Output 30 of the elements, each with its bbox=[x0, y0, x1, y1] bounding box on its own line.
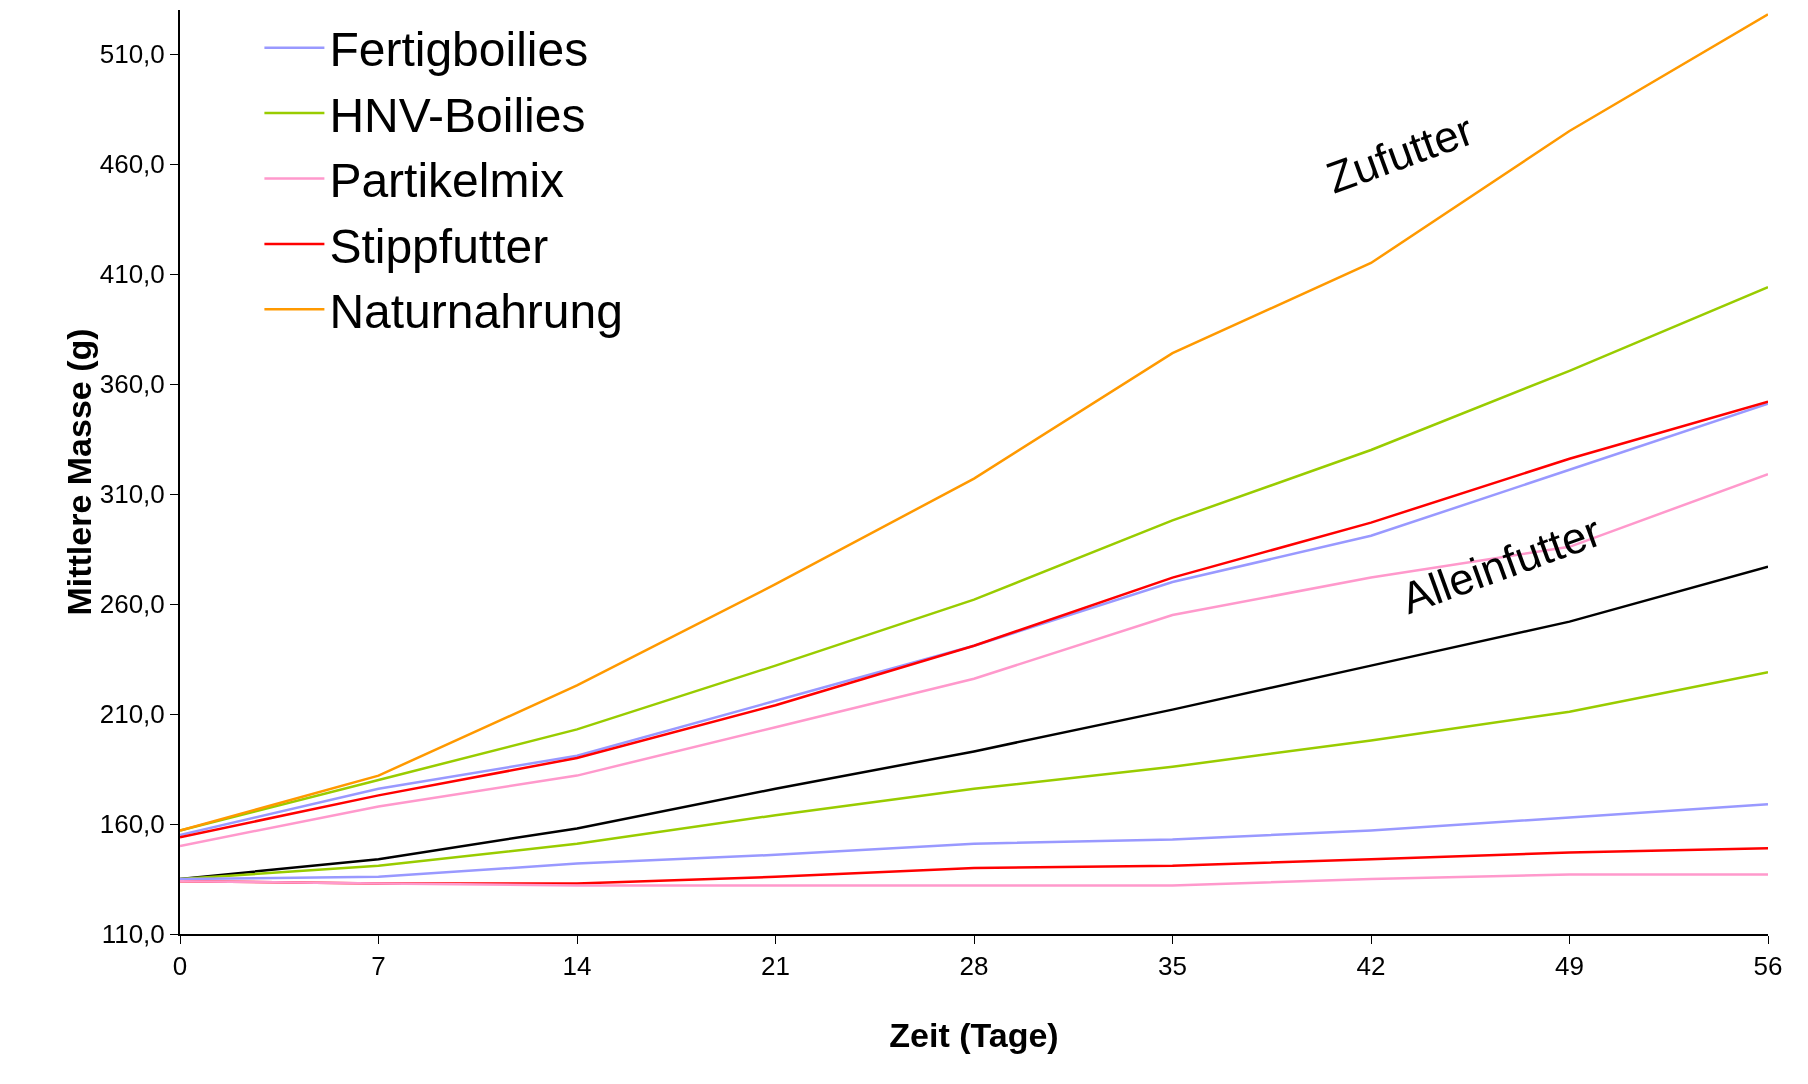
line-series bbox=[180, 13, 1768, 832]
x-tick-label: 35 bbox=[1158, 951, 1187, 982]
y-tick-label: 410,0 bbox=[99, 259, 165, 290]
legend-label: Naturnahrung bbox=[329, 285, 623, 339]
x-tick-label: 21 bbox=[761, 951, 790, 982]
legend-label: Partikelmix bbox=[329, 154, 565, 208]
x-axis-title: Zeit (Tage) bbox=[889, 1016, 1059, 1054]
x-tick-label: 56 bbox=[1753, 951, 1783, 982]
y-axis-title: Mittlere Masse (g) bbox=[59, 328, 98, 616]
y-tick-label: 510,0 bbox=[99, 39, 165, 70]
y-tick-label: 260,0 bbox=[99, 589, 165, 620]
y-tick-label: 210,0 bbox=[99, 699, 165, 730]
line-series bbox=[180, 873, 1768, 887]
legend-label: HNV-Boilies bbox=[329, 88, 586, 142]
x-tick-label: 14 bbox=[562, 951, 592, 982]
x-tick-label: 42 bbox=[1356, 951, 1386, 982]
line-series bbox=[180, 472, 1768, 848]
annotation: Zufutter bbox=[1320, 104, 1480, 203]
x-tick-label: 0 bbox=[172, 951, 188, 982]
x-tick-label: 7 bbox=[371, 951, 386, 982]
x-tick-label: 28 bbox=[959, 951, 989, 982]
y-tick-label: 160,0 bbox=[99, 809, 165, 840]
x-tick-label: 49 bbox=[1555, 951, 1584, 982]
legend-label: Stippfutter bbox=[329, 219, 549, 273]
y-tick-label: 110,0 bbox=[101, 919, 165, 950]
line-series bbox=[180, 802, 1768, 881]
legend-label: Fertigboilies bbox=[329, 23, 589, 77]
y-tick-label: 360,0 bbox=[99, 369, 165, 400]
y-tick-label: 460,0 bbox=[99, 149, 165, 180]
y-tick-label: 310,0 bbox=[99, 479, 165, 510]
